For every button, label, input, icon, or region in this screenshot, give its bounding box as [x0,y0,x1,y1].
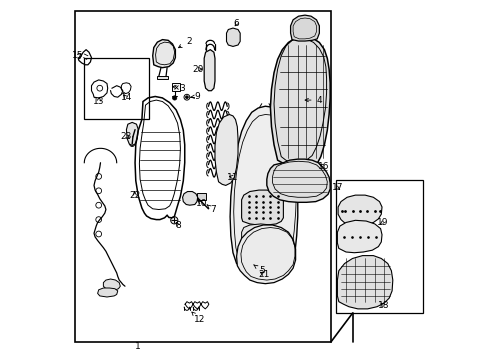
Polygon shape [241,224,281,256]
Text: 8: 8 [175,220,181,230]
Text: 7: 7 [207,205,215,214]
Text: 23: 23 [121,132,132,140]
Polygon shape [337,195,381,226]
Text: 14: 14 [121,94,132,102]
Polygon shape [337,220,381,253]
Text: 21: 21 [258,270,269,279]
Circle shape [185,96,188,99]
Bar [157,76,168,79]
Polygon shape [241,190,283,225]
Polygon shape [236,225,295,284]
Bar [197,193,205,200]
Circle shape [170,217,178,224]
Bar [171,83,179,91]
Polygon shape [290,15,319,41]
Text: 17: 17 [331,184,343,192]
Text: 5: 5 [253,265,264,275]
Text: 15: 15 [72,51,84,60]
Bar [75,11,330,342]
Polygon shape [230,106,297,275]
Text: 3: 3 [172,84,185,93]
Circle shape [129,141,134,147]
Text: 20: 20 [192,65,203,74]
Polygon shape [98,288,118,297]
Polygon shape [270,36,329,170]
Polygon shape [337,256,392,309]
Polygon shape [126,122,138,145]
Text: 18: 18 [378,302,389,310]
Circle shape [172,96,177,100]
Bar [84,58,149,119]
Text: 16: 16 [317,162,329,171]
Text: 12: 12 [191,312,205,324]
Polygon shape [182,192,197,205]
Text: 11: 11 [227,173,238,181]
Polygon shape [152,40,175,68]
Text: 13: 13 [93,97,104,106]
Text: 9: 9 [190,92,200,101]
Text: 10: 10 [196,199,207,208]
Polygon shape [226,28,240,46]
Polygon shape [215,114,238,185]
Bar [336,180,422,313]
Polygon shape [103,279,120,290]
Text: 2: 2 [178,37,191,48]
Text: 6: 6 [233,19,239,28]
Text: 19: 19 [377,218,388,227]
Text: 1: 1 [135,342,141,351]
Text: 4: 4 [305,95,322,104]
Text: 22: 22 [129,191,140,199]
Polygon shape [266,159,329,202]
Polygon shape [204,50,215,91]
